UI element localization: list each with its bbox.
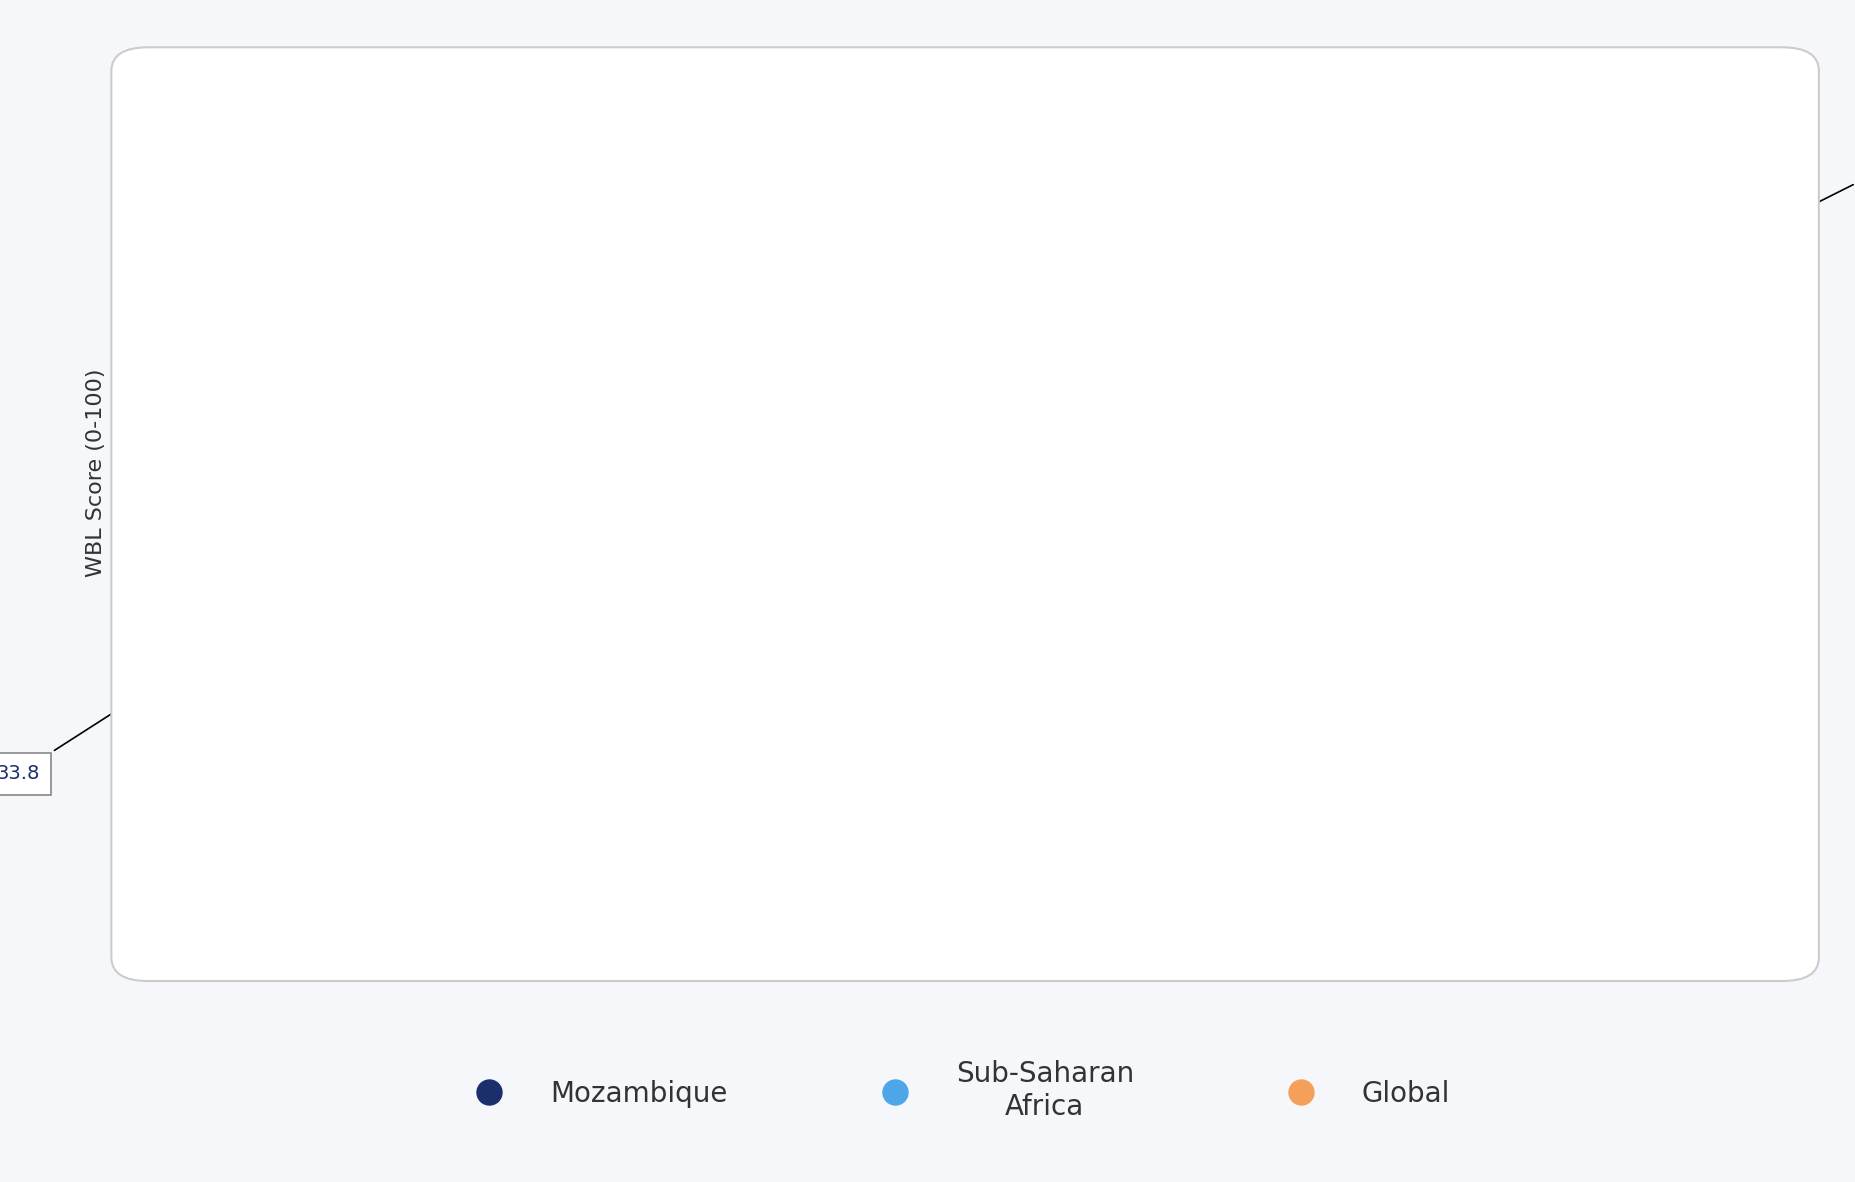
Text: 88.5: 88.5 [1675, 155, 1855, 274]
Text: 33.8: 33.8 [0, 634, 236, 784]
Legend: Mozambique, Sub-Saharan
Africa, Global: Mozambique, Sub-Saharan Africa, Global [451, 1050, 1460, 1132]
X-axis label: Year (1971-2023): Year (1971-2023) [859, 926, 1052, 946]
Y-axis label: WBL Score (0-100): WBL Score (0-100) [85, 369, 106, 577]
